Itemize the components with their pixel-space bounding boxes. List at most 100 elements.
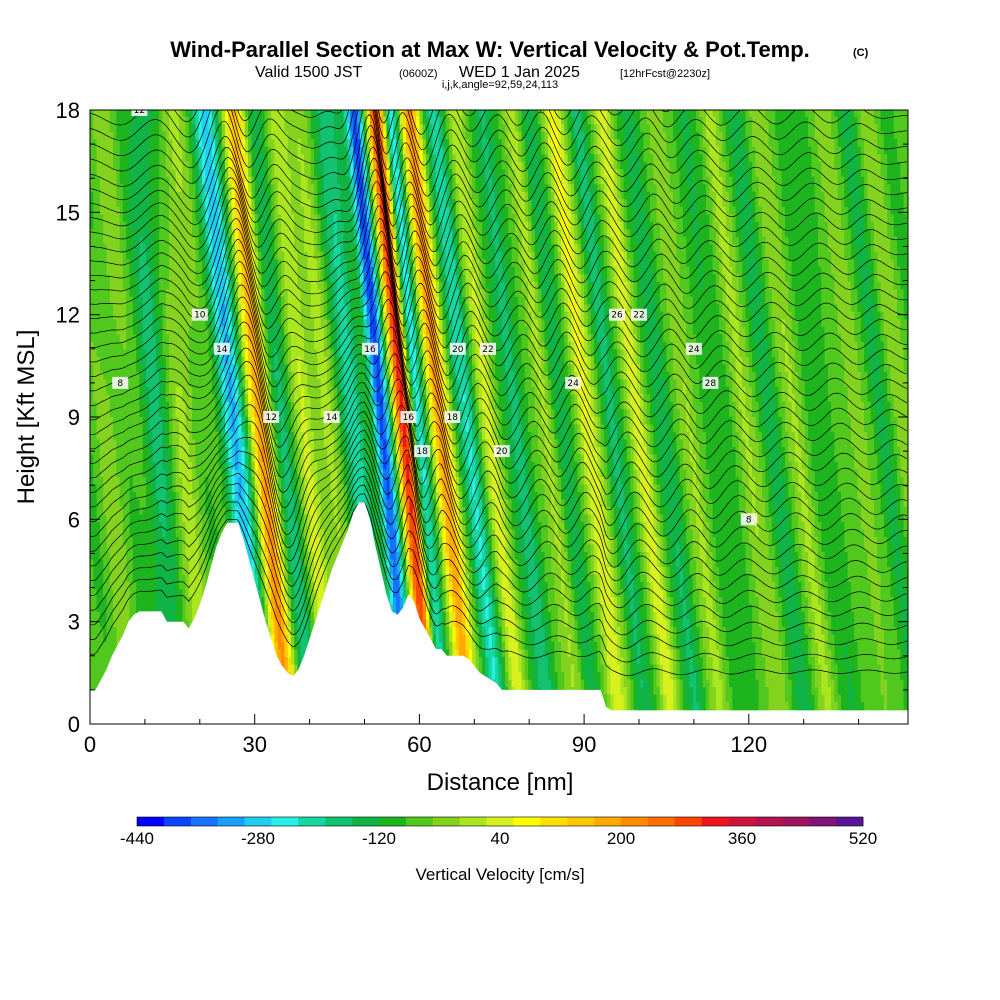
chart-title: Wind-Parallel Section at Max W: Vertical…: [170, 37, 810, 62]
grid-indices: i,j,k,angle=92,59,24,113: [442, 79, 558, 91]
theta-contour: [90, 192, 907, 307]
colorbar-swatch: [836, 817, 864, 826]
theta-contour: [90, 110, 907, 197]
potential-temperature-contours: [90, 110, 908, 676]
x-tick-label: 60: [407, 732, 431, 757]
theta-contour: [90, 230, 907, 348]
colorbar-tick-label: 200: [607, 829, 635, 848]
colorbar-swatch: [298, 817, 326, 826]
contour-label-bg: [480, 342, 496, 355]
theta-contour: [90, 124, 907, 226]
contour-label: 16: [364, 345, 376, 355]
contour-label-bg: [631, 308, 647, 321]
colorbar-swatch: [540, 817, 568, 826]
contour-label-bg: [131, 110, 148, 116]
colorbar-swatch: [405, 817, 434, 826]
y-tick-label: 6: [68, 507, 80, 532]
colorbar-swatch: [137, 817, 165, 826]
theta-contour: [90, 205, 907, 321]
colorbar-swatch: [379, 817, 407, 826]
colorbar-swatch: [325, 817, 353, 826]
colorbar-tick-label: 520: [849, 829, 877, 848]
y-tick-label: 3: [68, 610, 80, 635]
contour-label-bg: [191, 308, 208, 321]
contour-label-bg: [213, 342, 230, 355]
theta-contour: [90, 493, 907, 663]
y-tick-label: 9: [68, 405, 80, 430]
theta-contour: [90, 110, 907, 166]
theta-contour: [90, 110, 907, 151]
theta-contour: [90, 429, 907, 568]
contour-label-bg: [323, 411, 340, 423]
contour-label: 12: [134, 106, 145, 116]
contour-label-bg: [493, 445, 510, 458]
theta-contour: [90, 257, 907, 376]
x-tick-label: 0: [84, 732, 96, 757]
contour-label-bg: [263, 411, 280, 423]
colorbar-tick-label: -280: [241, 829, 275, 848]
contour-label: 26: [611, 311, 623, 321]
contour-label-bg: [685, 342, 702, 355]
valid-date: WED 1 Jan 2025: [459, 64, 580, 81]
contour-label: 22: [482, 345, 493, 355]
contour-label: 14: [216, 345, 228, 355]
colorbar-swatch: [621, 817, 649, 826]
theta-contour: [90, 466, 908, 622]
contour-label-bg: [702, 376, 719, 389]
x-tick-label: 90: [572, 732, 596, 757]
contour-label: 24: [567, 379, 579, 389]
contour-label: 28: [705, 379, 717, 389]
contour-label: 8: [746, 515, 752, 525]
axes: 0 30 60 90 120 0 3 6 9 12 15 18: [56, 98, 908, 757]
valid-time: Valid 1500 JST: [255, 64, 363, 81]
theta-contour: [90, 296, 908, 418]
contour-label-bg: [362, 342, 378, 355]
colorbar-swatch: [352, 817, 380, 826]
contour-label: 12: [265, 413, 276, 423]
contour-label: 16: [403, 413, 415, 423]
colorbar-frame: [136, 816, 864, 827]
theta-contour: [90, 501, 907, 676]
colorbar-tick-label: 360: [728, 829, 756, 848]
contour-label: 10: [194, 311, 206, 321]
contour-label: 14: [326, 413, 338, 423]
contour-label-bg: [444, 411, 461, 423]
chart-title-block: Wind-Parallel Section at Max W: Vertical…: [170, 37, 868, 91]
contour-label-bg: [740, 513, 757, 526]
x-tick-label: 30: [242, 732, 266, 757]
colorbar-swatch: [728, 817, 756, 826]
contour-label: 18: [447, 413, 459, 423]
y-axis-label: Height [Kft MSL]: [13, 330, 40, 505]
copyright-mark: (C): [853, 47, 869, 59]
contour-label: 20: [496, 447, 508, 457]
colorbar-swatch: [674, 817, 702, 826]
colorbar-swatch: [190, 817, 218, 826]
theta-contour: [90, 181, 907, 293]
contour-label: 10: [95, 38, 107, 48]
colorbar-tick-label: -120: [362, 829, 396, 848]
colorbar-swatch: [782, 817, 810, 826]
colorbar-swatch: [701, 817, 729, 826]
colorbar-tick-label: 40: [491, 829, 510, 848]
theta-contour: [90, 484, 908, 649]
theta-contour: [90, 110, 907, 182]
colorbar-swatch: [432, 817, 460, 826]
x-axis-label: Distance [nm]: [427, 769, 574, 796]
x-tick-label: 120: [730, 732, 767, 757]
theta-contour: [90, 438, 907, 582]
colorbar: -440 -280 -120 40 200 360 520: [120, 816, 877, 848]
theta-contour: [90, 334, 908, 463]
colorbar-swatch: [513, 817, 541, 826]
colorbar-swatch: [459, 817, 487, 826]
contour-label: 22: [633, 311, 644, 321]
theta-contour: [90, 374, 908, 511]
theta-contour: [90, 157, 907, 266]
theta-contour: [90, 475, 908, 636]
colorbar-swatch: [567, 817, 595, 826]
contour-label-bg: [400, 411, 417, 423]
theta-contour: [90, 457, 908, 609]
colorbar-tick-label: -440: [120, 829, 154, 848]
y-tick-label: 18: [56, 98, 80, 123]
contour-label-bg: [609, 308, 625, 321]
